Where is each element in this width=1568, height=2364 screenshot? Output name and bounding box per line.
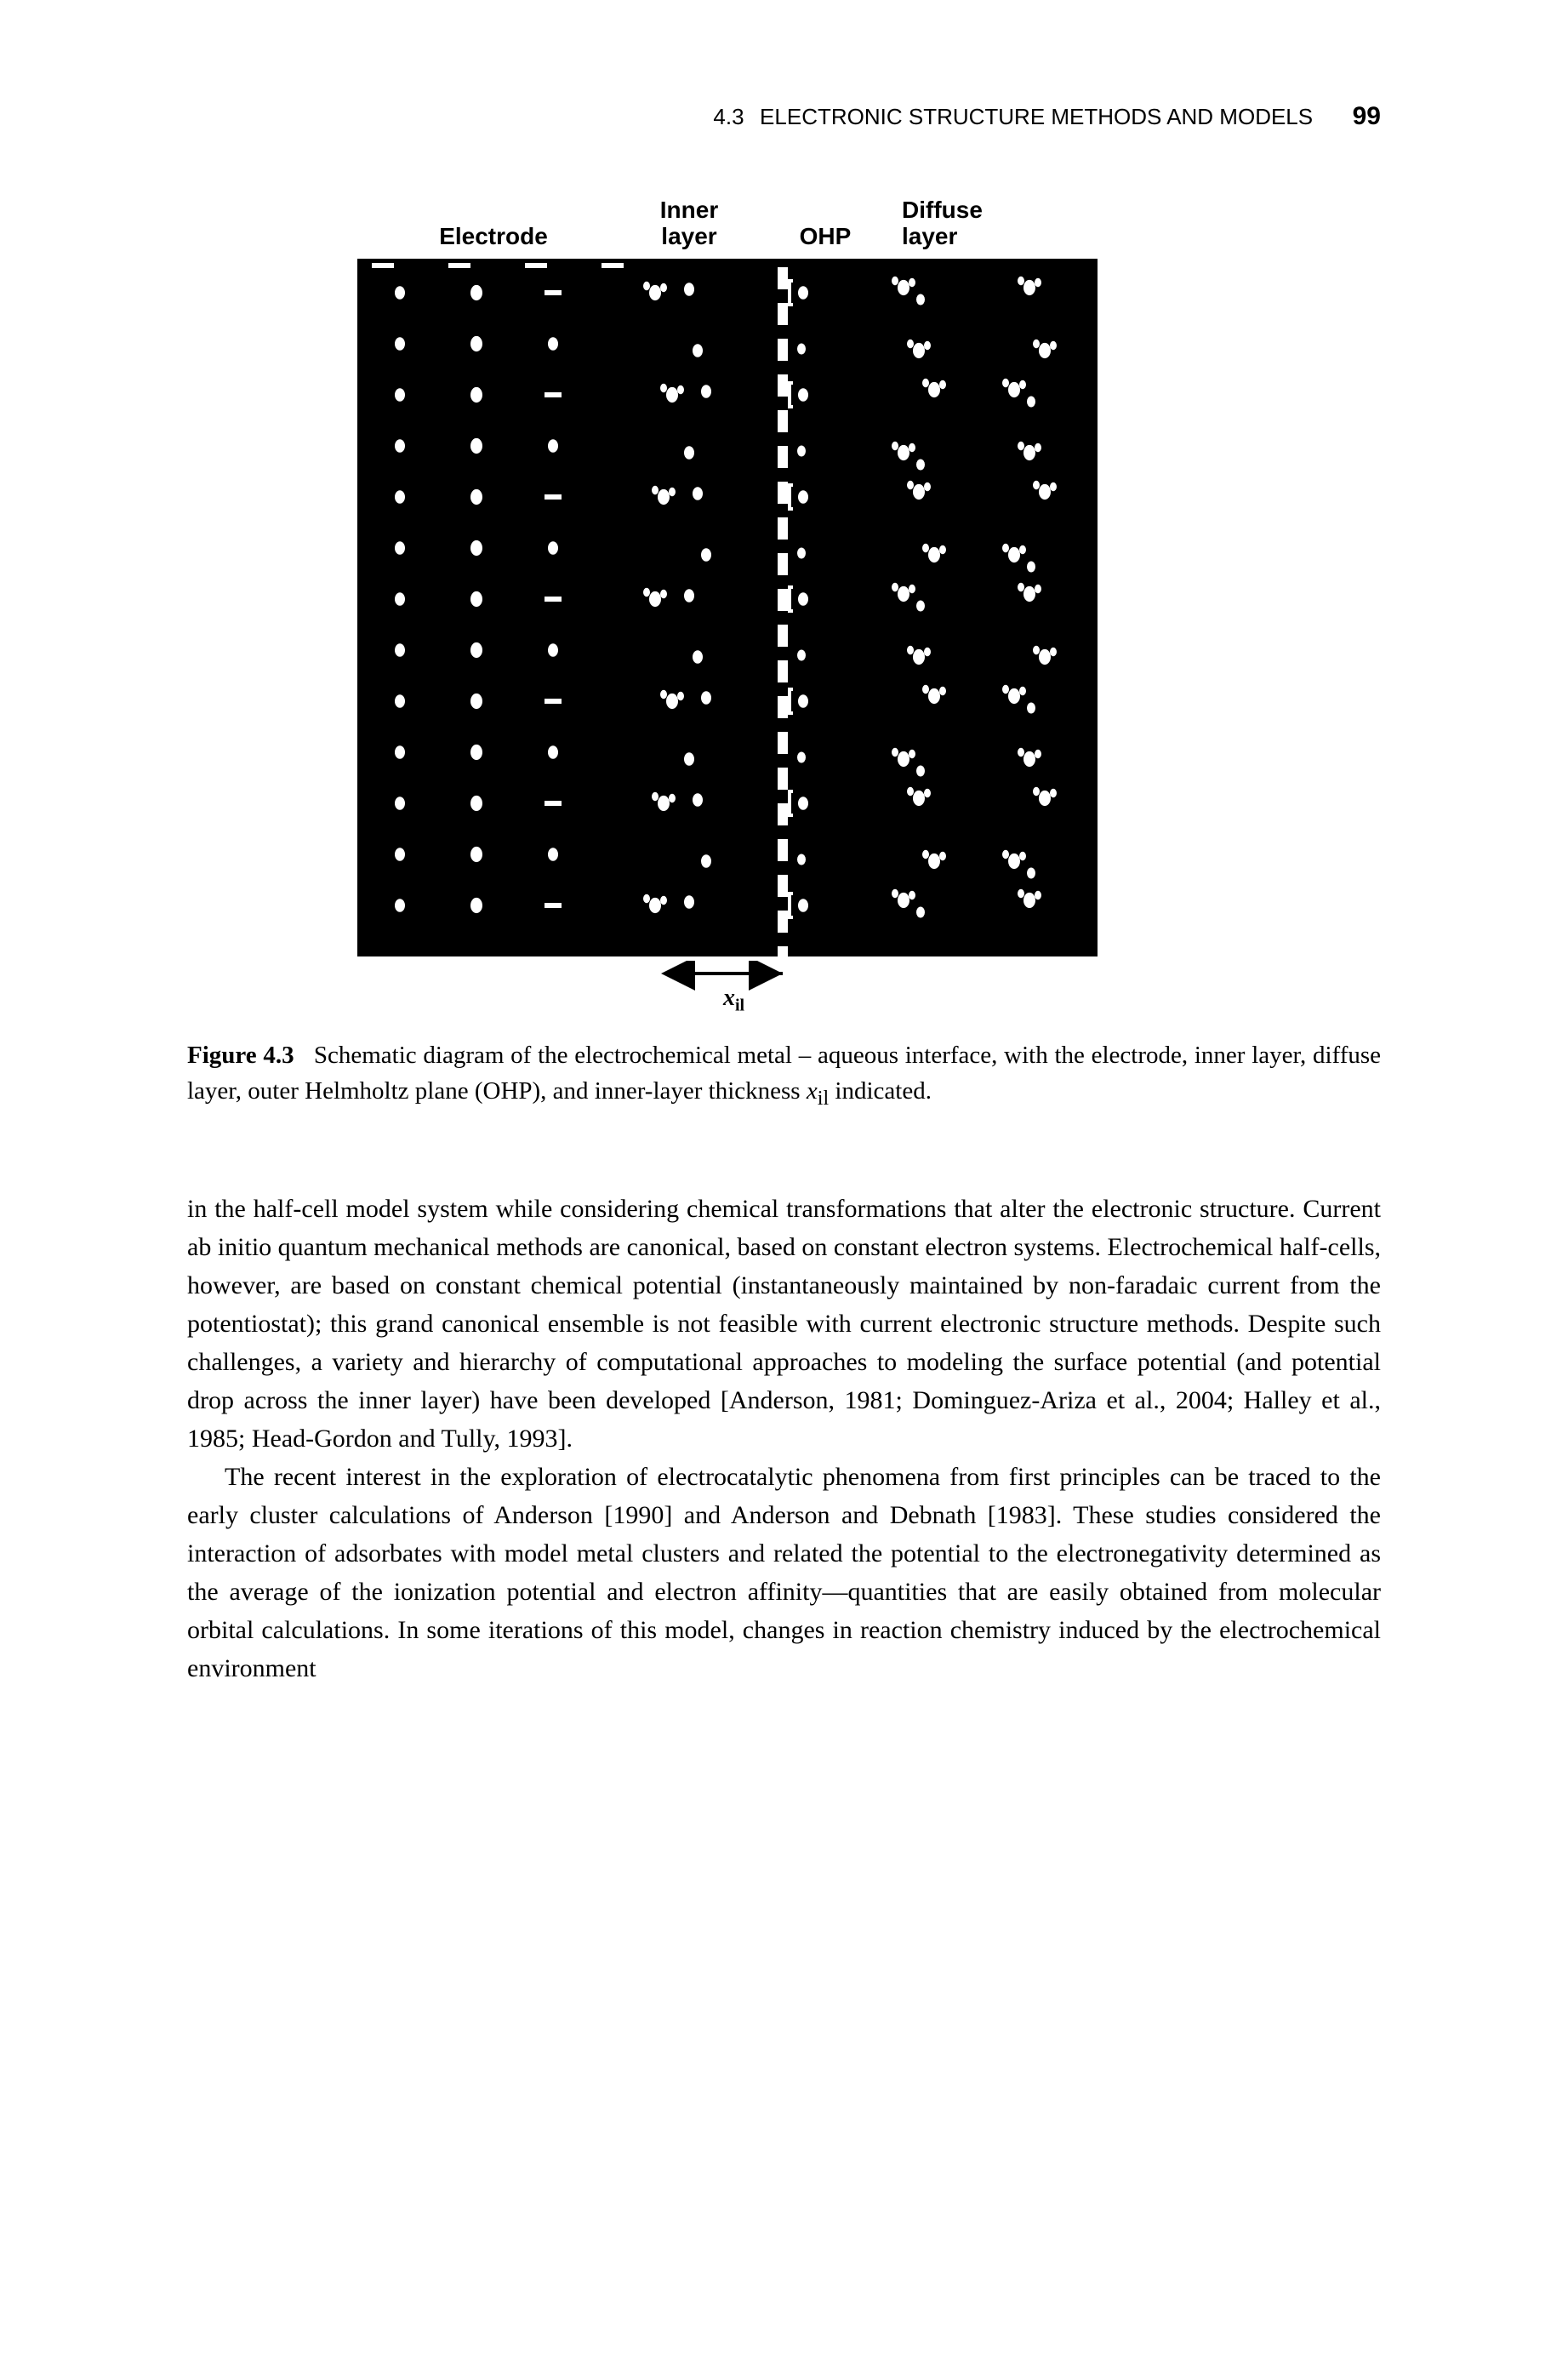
figure-number: Figure 4.3	[187, 1042, 294, 1069]
label-inner-line1: Inner	[660, 197, 718, 223]
label-diffuse-line2: layer	[902, 223, 957, 249]
caption-xil-sub: il	[818, 1087, 829, 1110]
body-paragraph-2: The recent interest in the exploration o…	[187, 1458, 1381, 1687]
figure-column-labels: Electrode Inner layer OHP Diffuse layer	[357, 191, 1211, 250]
xil-subscript: il	[735, 996, 744, 1015]
figure-4-3: Electrode Inner layer OHP Diffuse layer	[357, 191, 1211, 1012]
caption-tail: indicated.	[829, 1077, 932, 1105]
section-number: 4.3	[713, 104, 744, 129]
label-ohp: OHP	[766, 223, 885, 250]
figure-caption: Figure 4.3 Schematic diagram of the elec…	[187, 1037, 1381, 1113]
label-inner-line2: layer	[661, 223, 716, 249]
label-diffuse-layer: Diffuse layer	[885, 197, 1055, 250]
body-paragraph-1: in the half-cell model system while cons…	[187, 1190, 1381, 1458]
xil-symbol: x	[723, 985, 735, 1011]
electrochemical-interface-diagram	[357, 259, 1098, 956]
section-title: ELECTRONIC STRUCTURE METHODS AND MODELS	[760, 104, 1313, 129]
caption-xil: x	[807, 1077, 818, 1105]
diagram-svg	[357, 259, 1098, 956]
label-inner-layer: Inner layer	[613, 197, 766, 250]
xil-label: xil	[723, 985, 744, 1016]
caption-text: Schematic diagram of the electrochemical…	[187, 1042, 1381, 1105]
label-diffuse-line1: Diffuse	[902, 197, 983, 223]
xil-indicator: xil	[357, 961, 1098, 1012]
page-number: 99	[1353, 102, 1381, 130]
running-header: 4.3 ELECTRONIC STRUCTURE METHODS AND MOD…	[187, 102, 1381, 131]
label-electrode: Electrode	[374, 223, 613, 250]
